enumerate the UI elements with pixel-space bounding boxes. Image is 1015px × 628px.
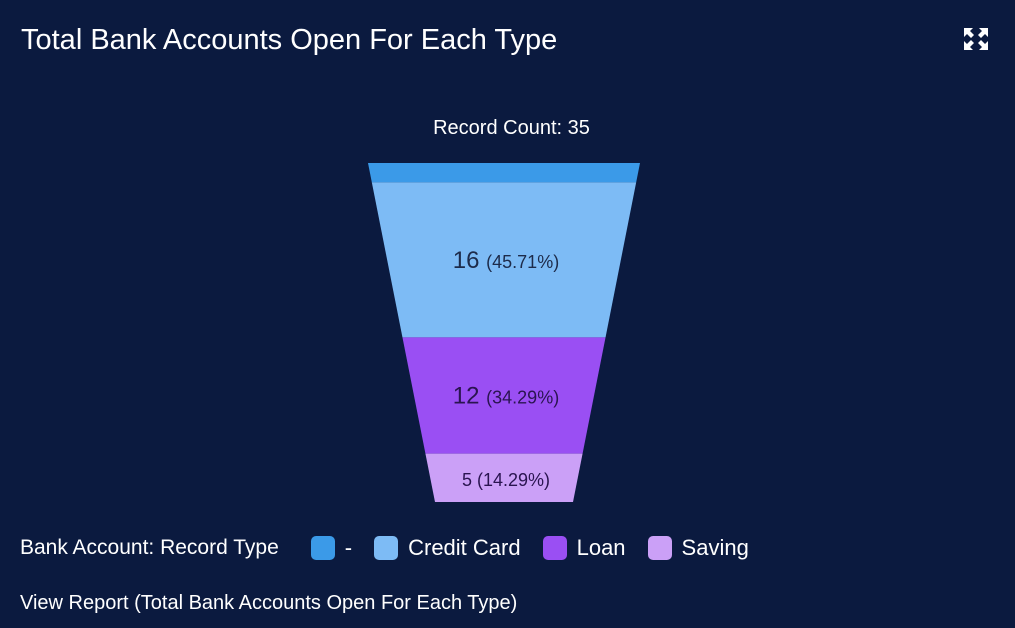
funnel-segment-4[interactable] [425, 453, 583, 502]
legend-item-2[interactable]: Credit Card [374, 535, 521, 561]
legend-swatch [542, 536, 567, 560]
legend-item-3[interactable]: Loan [542, 535, 626, 561]
funnel-label-3: 12 (34.29%) [453, 382, 559, 409]
legend: Bank Account: Record Type - Credit Card Lo… [20, 533, 771, 563]
legend-label: Credit Card [408, 535, 521, 560]
legend-item-4[interactable]: Saving [647, 535, 749, 561]
legend-swatch [647, 536, 672, 560]
funnel-segment-1[interactable] [368, 163, 640, 183]
legend-label: Loan [576, 535, 626, 560]
expand-icon[interactable] [962, 26, 990, 52]
chart-title: Total Bank Accounts Open For Each Type [21, 24, 558, 56]
legend-label: - [344, 535, 353, 560]
funnel-segment-2[interactable] [371, 182, 637, 338]
funnel-segment-3[interactable] [402, 337, 606, 454]
legend-swatch [310, 536, 335, 560]
legend-item-1[interactable]: - [310, 535, 353, 561]
legend-label: Saving [681, 535, 749, 560]
legend-swatch [374, 536, 399, 560]
view-report-link[interactable]: View Report (Total Bank Accounts Open Fo… [20, 592, 518, 614]
funnel-label-4: 5 (14.29%) [462, 470, 550, 490]
legend-title: Bank Account: Record Type [20, 536, 279, 559]
record-count: Record Count: 35 [433, 117, 590, 139]
funnel-label-2: 16 (45.71%) [453, 247, 559, 274]
